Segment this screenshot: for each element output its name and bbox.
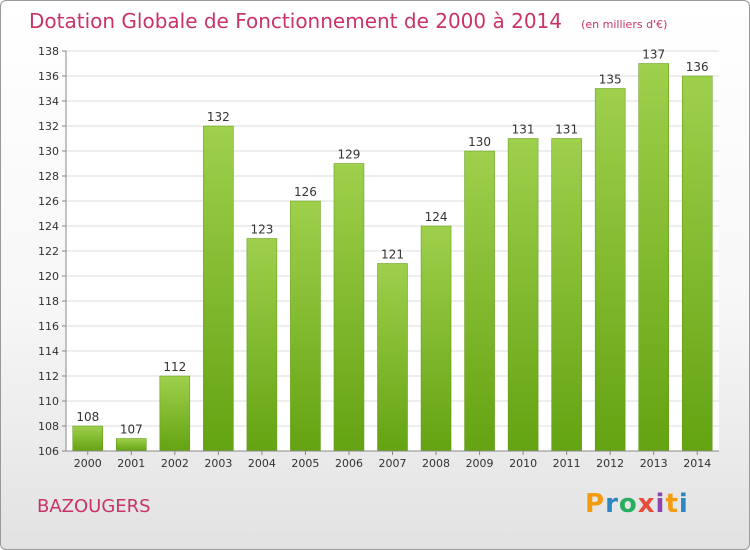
y-tick-label: 132 [38,120,59,133]
data-label-2010: 131 [512,123,535,137]
data-label-2003: 132 [207,110,230,124]
x-tick-label-2008: 2008 [422,457,450,470]
x-tick-label-2007: 2007 [379,457,407,470]
chart-unit: (en milliers d'€) [581,18,668,31]
data-label-2006: 129 [338,148,361,162]
y-tick-label: 108 [38,420,59,433]
y-tick-label: 112 [38,370,59,383]
x-tick-label-2003: 2003 [204,457,232,470]
x-tick-label-2009: 2009 [466,457,494,470]
data-label-2000: 108 [76,410,99,424]
chart-title-main: Dotation Globale de Fonctionnement de 20… [29,9,562,33]
data-label-2014: 136 [686,60,709,74]
y-tick-label: 138 [38,45,59,58]
bar-2004 [246,238,278,452]
data-label-2001: 107 [120,423,143,437]
y-tick-label: 118 [38,295,59,308]
x-tick-label-2000: 2000 [74,457,102,470]
bar-2007 [377,263,408,452]
y-tick-label: 126 [38,195,59,208]
x-tick-label-2006: 2006 [335,457,363,470]
commune-name: BAZOUGERS [37,496,151,517]
proxiti-logo: Proxiti [585,489,689,519]
bar-2003 [203,125,234,452]
bar-2008 [420,225,452,452]
data-label-2002: 112 [163,360,186,374]
bar-2000 [72,425,104,452]
bar-2012 [594,88,626,452]
y-tick-label: 134 [38,95,59,108]
y-tick-label: 122 [38,245,59,258]
bar-2005 [290,200,321,452]
y-tick-label: 124 [38,220,59,233]
y-tick-label: 110 [38,395,59,408]
x-tick-label-2001: 2001 [117,457,145,470]
data-label-2005: 126 [294,185,317,199]
chart-title: Dotation Globale de Fonctionnement de 20… [29,9,667,33]
data-label-2009: 130 [468,135,491,149]
bar-2011 [551,138,582,452]
data-label-2004: 123 [250,223,273,237]
x-tick-label-2002: 2002 [161,457,189,470]
y-tick-label: 128 [38,170,59,183]
x-tick-label-2013: 2013 [640,457,668,470]
x-tick-label-2012: 2012 [596,457,624,470]
bar-2006 [333,163,365,452]
x-tick-label-2014: 2014 [683,457,711,470]
y-tick-label: 114 [38,345,59,358]
data-label-2007: 121 [381,248,404,262]
data-label-2012: 135 [599,73,622,87]
x-tick-label-2005: 2005 [291,457,319,470]
x-tick-label-2011: 2011 [553,457,581,470]
bar-2014 [681,75,713,452]
y-tick-label: 130 [38,145,59,158]
bar-2009 [464,150,495,452]
bar-2001 [116,438,147,452]
data-label-2013: 137 [642,48,665,62]
x-tick-label-2004: 2004 [248,457,276,470]
x-tick-label-2010: 2010 [509,457,537,470]
bar-2002 [159,375,191,452]
y-tick-label: 136 [38,70,59,83]
y-tick-label: 106 [38,445,59,458]
y-tick-label: 120 [38,270,59,283]
data-label-2011: 131 [555,123,578,137]
y-tick-label: 116 [38,320,59,333]
data-label-2008: 124 [425,210,448,224]
bar-2010 [507,138,539,452]
bar-2013 [638,63,669,452]
